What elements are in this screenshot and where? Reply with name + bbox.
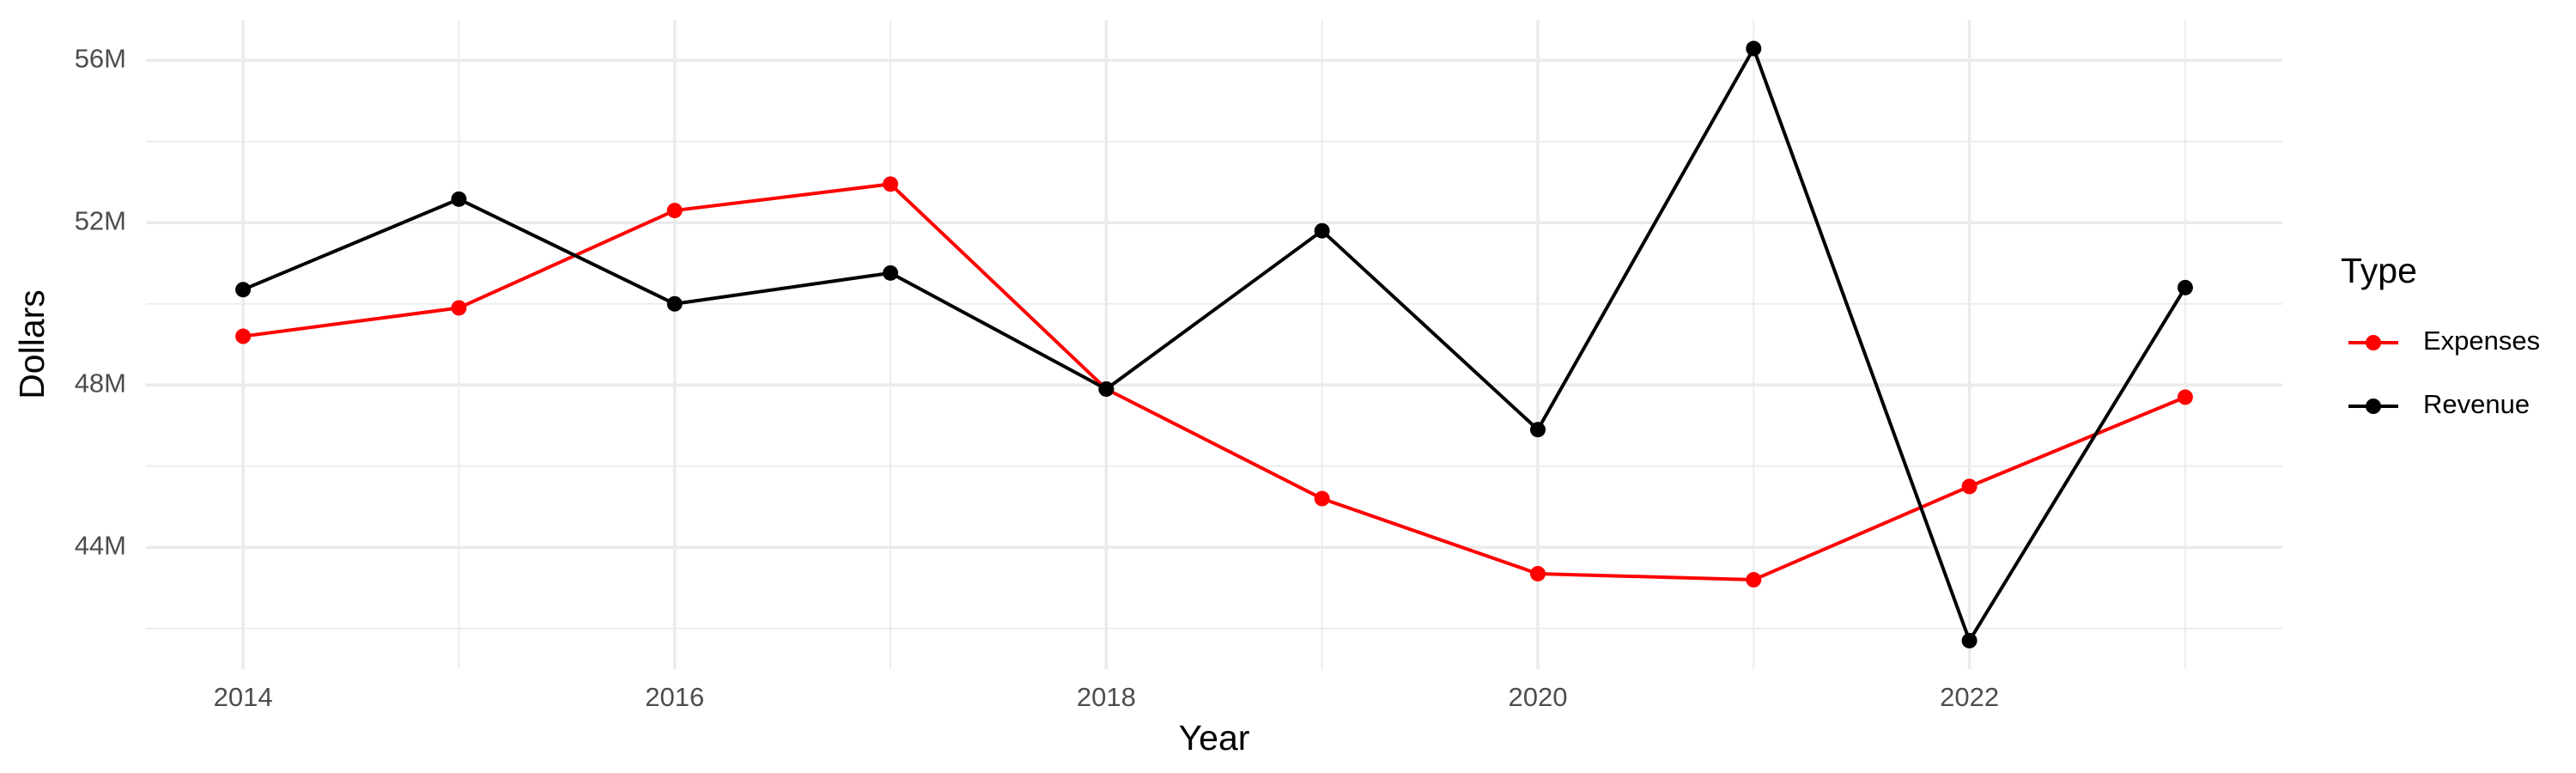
data-point xyxy=(883,265,899,281)
x-axis-title: Year xyxy=(1179,718,1250,758)
data-point xyxy=(1529,565,1546,581)
x-tick-label: 2020 xyxy=(1508,682,1567,712)
data-point xyxy=(1746,572,1762,588)
x-tick-label: 2022 xyxy=(1940,682,1999,712)
y-tick-label: 56M xyxy=(75,43,126,73)
data-point xyxy=(451,300,467,316)
series-line xyxy=(242,44,2187,645)
y-axis-title: Dollars xyxy=(12,289,52,399)
legend-label: Expenses xyxy=(2423,326,2540,356)
y-tick-label: 44M xyxy=(75,530,126,560)
x-tick-label: 2014 xyxy=(214,682,273,712)
data-point xyxy=(883,176,899,192)
x-tick-label: 2016 xyxy=(645,682,704,712)
data-point xyxy=(1529,422,1546,438)
data-point xyxy=(666,295,683,312)
data-point xyxy=(235,328,252,344)
data-point xyxy=(1961,478,1978,495)
data-point xyxy=(2177,279,2193,295)
data-point xyxy=(235,282,252,298)
data-point xyxy=(1314,490,1330,507)
series-line xyxy=(242,182,2186,582)
y-tick-label: 48M xyxy=(75,368,126,398)
data-point xyxy=(1961,632,1978,648)
data-point xyxy=(2177,389,2193,405)
data-point xyxy=(666,203,683,219)
legend-marker xyxy=(2366,335,2381,350)
x-tick-label: 2018 xyxy=(1077,682,1136,712)
y-tick-label: 52M xyxy=(75,205,126,235)
legend-label: Revenue xyxy=(2423,389,2530,419)
legend-marker xyxy=(2366,399,2381,414)
data-point xyxy=(1098,380,1115,397)
legend-title: Type xyxy=(2341,251,2417,290)
data-point xyxy=(1314,222,1330,239)
data-point xyxy=(1746,40,1762,57)
data-point xyxy=(451,191,467,207)
